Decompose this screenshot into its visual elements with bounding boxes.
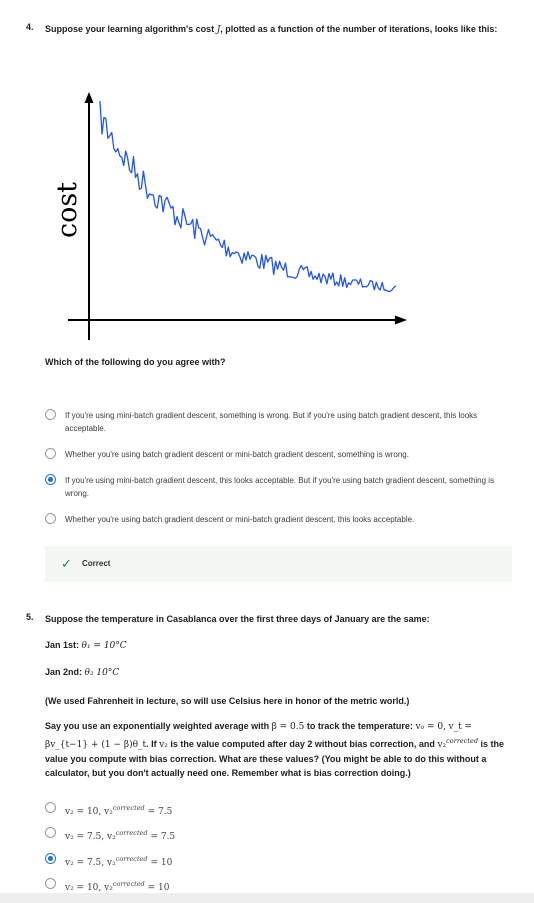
question-4-prompt-pre: Suppose your learning algorithm's cost (45, 24, 215, 34)
q5-option-4-label: v₂ = 10, v₂corrected = 10 (65, 878, 505, 895)
question-5-prompt: Suppose the temperature in Casablanca ov… (45, 614, 430, 624)
q5-vt: v_t = βv_{t−1} + (1 − β)θ_t (45, 722, 473, 750)
y-axis-arrow (84, 92, 94, 103)
q5-body-4: is the value computed after day 2 withou… (170, 739, 435, 749)
x-axis-arrow (395, 315, 407, 325)
q4-option-4-label: Whether you're using batch gradient desc… (65, 515, 415, 524)
q4-option-2-radio[interactable] (45, 448, 56, 459)
jan-1-line: Jan 1st: θ₁ = 10°C (45, 638, 127, 653)
q5-option-1-tail: = 7.5 (147, 807, 173, 817)
q5-body-1: Say you use an exponentially weighted av… (45, 721, 270, 731)
q5-body-2: to track the temperature: (306, 721, 413, 731)
q5-option-2-sup: corrected (115, 829, 148, 837)
q5-v0: v₀ = 0, (415, 722, 446, 732)
checkmark-icon: ✓ (61, 556, 72, 571)
q4-option-3-label: If you're using mini-batch gradient desc… (65, 476, 495, 498)
question-4-prompt-post: , plotted as a function of the number of… (220, 24, 498, 34)
q5-option-3-label: v₂ = 7.5, v₂corrected = 10 (65, 853, 505, 870)
q5-option-4-sup: corrected (112, 880, 145, 888)
q5-option-1-radio[interactable] (45, 802, 56, 813)
q5-option-2-radio[interactable] (45, 827, 56, 838)
jan-1-label: Jan 1st: (45, 640, 80, 650)
q4-feedback-box: ✓ Correct (45, 546, 512, 582)
question-5-body: Say you use an exponentially weighted av… (45, 719, 507, 780)
cost-plot: cost (52, 92, 407, 340)
jan-2-label: Jan 2nd: (45, 667, 83, 677)
q5-body-5: is the value you compute with bias corre… (45, 739, 505, 778)
q5-option-2-label: v₂ = 7.5, v₂corrected = 7.5 (65, 827, 505, 844)
question-4-number: 4. (26, 22, 34, 32)
jan-2-line: Jan 2nd: θ₂ 10°C (45, 665, 119, 680)
y-axis-label: cost (52, 182, 83, 238)
q4-option-3-radio[interactable] (45, 474, 56, 485)
question-4-subquestion: Which of the following do you agree with… (45, 357, 226, 367)
q5-option-4-radio[interactable] (45, 878, 56, 889)
q5-option-1-label: v₂ = 10, v₂corrected = 7.5 (65, 802, 505, 819)
q5-option-3-radio[interactable] (45, 853, 56, 864)
q5-option-4-tail: = 10 (147, 883, 170, 893)
q5-option-1-main: v₂ = 10, v₂ (65, 807, 113, 817)
question-4-prompt: Suppose your learning algorithm's cost J… (45, 22, 507, 37)
q5-v2-corrected: v₂corrected (437, 737, 479, 750)
q5-option-1-sup: corrected (112, 804, 145, 812)
jan-1-math: θ₁ = 10°C (81, 641, 127, 651)
q5-beta: β = 0.5 (271, 722, 305, 732)
q5-option-4-main: v₂ = 10, v₂ (65, 883, 113, 893)
q4-option-4-radio[interactable] (45, 513, 56, 524)
cost-variable: J (216, 25, 221, 35)
page-bottom-bar (0, 893, 534, 903)
q5-option-3-tail: = 10 (150, 858, 173, 868)
q4-option-1-radio[interactable] (45, 409, 56, 420)
q5-v2c-sup: corrected (446, 737, 479, 745)
q4-option-1-label: If you're using mini-batch gradient desc… (65, 411, 478, 433)
q4-feedback-label: Correct (82, 559, 111, 568)
cost-curve (99, 100, 397, 293)
q4-option-2-label: Whether you're using batch gradient desc… (65, 450, 409, 459)
q5-v2: v₂ (159, 740, 168, 750)
q5-v2c-base: v₂ (437, 740, 447, 750)
celsius-note: (We used Fahrenheit in lecture, so will … (45, 696, 410, 706)
q5-option-3-main: v₂ = 7.5, v₂ (65, 858, 116, 868)
q5-body-3: . If (146, 739, 157, 749)
q5-option-2-tail: = 7.5 (150, 832, 176, 842)
jan-2-math: θ₂ 10°C (84, 668, 120, 678)
q5-option-2-main: v₂ = 7.5, v₂ (65, 832, 116, 842)
question-5-number: 5. (26, 612, 34, 622)
q5-option-3-sup: corrected (115, 855, 148, 863)
